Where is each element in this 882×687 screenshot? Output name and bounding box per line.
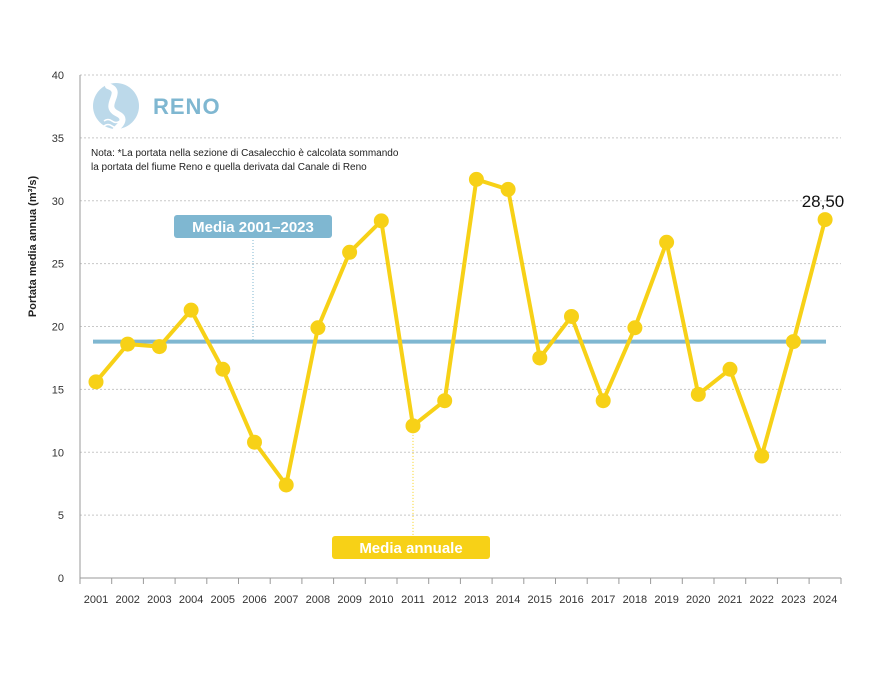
data-point bbox=[183, 302, 199, 318]
data-point bbox=[627, 320, 643, 336]
note-line: la portata del fiume Reno e quella deriv… bbox=[91, 162, 367, 173]
annual-label-box bbox=[332, 536, 490, 559]
x-tick-label: 2002 bbox=[115, 594, 139, 606]
x-tick-label: 2010 bbox=[369, 594, 393, 606]
note-line: Nota: *La portata nella sezione di Casal… bbox=[91, 148, 399, 159]
average-label: Media 2001–2023 bbox=[192, 219, 314, 236]
y-tick-label: 0 bbox=[58, 573, 64, 585]
y-tick-label: 40 bbox=[52, 70, 64, 82]
data-point bbox=[690, 386, 706, 402]
data-point bbox=[532, 350, 548, 366]
data-point bbox=[754, 448, 770, 464]
x-tick-label: 2009 bbox=[337, 594, 361, 606]
x-tick-label: 2016 bbox=[559, 594, 583, 606]
data-point bbox=[310, 320, 326, 336]
x-tick-label: 2001 bbox=[84, 594, 108, 606]
data-point bbox=[659, 234, 675, 250]
data-point bbox=[500, 181, 516, 197]
x-tick-label: 2023 bbox=[781, 594, 805, 606]
x-tick-label: 2007 bbox=[274, 594, 298, 606]
data-point bbox=[247, 434, 262, 450]
data-point bbox=[88, 374, 104, 390]
data-point bbox=[468, 171, 484, 187]
y-tick-label: 35 bbox=[52, 133, 64, 145]
data-point bbox=[437, 393, 453, 409]
data-point bbox=[405, 418, 421, 434]
average-label-box bbox=[174, 215, 332, 238]
x-tick-label: 2006 bbox=[242, 594, 266, 606]
data-point bbox=[120, 336, 136, 352]
data-point bbox=[342, 244, 358, 260]
data-point bbox=[785, 334, 801, 350]
data-point bbox=[817, 212, 833, 228]
y-tick-label: 15 bbox=[52, 384, 64, 396]
y-tick-label: 30 bbox=[52, 196, 64, 208]
x-tick-label: 2008 bbox=[306, 594, 330, 606]
y-tick-label: 25 bbox=[52, 259, 64, 271]
x-tick-label: 2013 bbox=[464, 594, 488, 606]
data-point bbox=[151, 339, 167, 355]
data-point bbox=[215, 361, 231, 377]
data-point bbox=[722, 361, 738, 377]
river-wave-icon bbox=[105, 83, 126, 132]
x-tick-label: 2018 bbox=[623, 594, 647, 606]
x-tick-label: 2019 bbox=[654, 594, 678, 606]
x-tick-label: 2011 bbox=[401, 594, 425, 606]
y-tick-label: 20 bbox=[52, 322, 64, 334]
last-value-label: 28,50 bbox=[802, 192, 845, 211]
logo-text: RENO bbox=[153, 94, 221, 119]
water-icon bbox=[103, 118, 121, 129]
x-tick-label: 2017 bbox=[591, 594, 615, 606]
y-axis-label: Portata media annua (m³/s) bbox=[27, 176, 39, 318]
x-tick-label: 2014 bbox=[496, 594, 520, 606]
x-tick-label: 2020 bbox=[686, 594, 710, 606]
x-tick-label: 2015 bbox=[528, 594, 552, 606]
river-logo-icon bbox=[93, 83, 139, 129]
data-point bbox=[595, 393, 611, 409]
x-tick-label: 2005 bbox=[211, 594, 235, 606]
data-point bbox=[278, 477, 294, 493]
x-tick-label: 2003 bbox=[147, 594, 171, 606]
y-tick-label: 5 bbox=[58, 510, 64, 522]
x-tick-label: 2021 bbox=[718, 594, 742, 606]
data-point bbox=[373, 213, 389, 229]
x-tick-label: 2022 bbox=[749, 594, 773, 606]
y-tick-label: 10 bbox=[52, 447, 64, 459]
annual-label: Media annuale bbox=[359, 540, 462, 557]
x-tick-label: 2004 bbox=[179, 594, 203, 606]
x-tick-label: 2012 bbox=[432, 594, 456, 606]
data-point bbox=[564, 308, 579, 324]
x-tick-label: 2024 bbox=[813, 594, 837, 606]
